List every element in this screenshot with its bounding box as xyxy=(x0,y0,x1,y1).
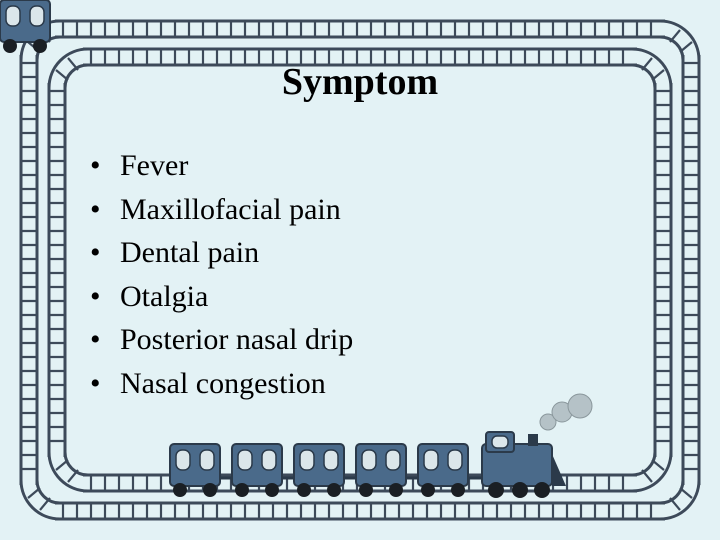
slide-title: Symptom xyxy=(70,60,650,104)
list-item: Otalgia xyxy=(90,275,650,319)
list-item: Nasal congestion xyxy=(90,362,650,406)
list-item: Fever xyxy=(90,144,650,188)
list-item: Posterior nasal drip xyxy=(90,318,650,362)
list-item: Maxillofacial pain xyxy=(90,188,650,232)
slide-content: Symptom Fever Maxillofacial pain Dental … xyxy=(70,60,650,470)
list-item: Dental pain xyxy=(90,231,650,275)
symptom-list: Fever Maxillofacial pain Dental pain Ota… xyxy=(70,144,650,405)
